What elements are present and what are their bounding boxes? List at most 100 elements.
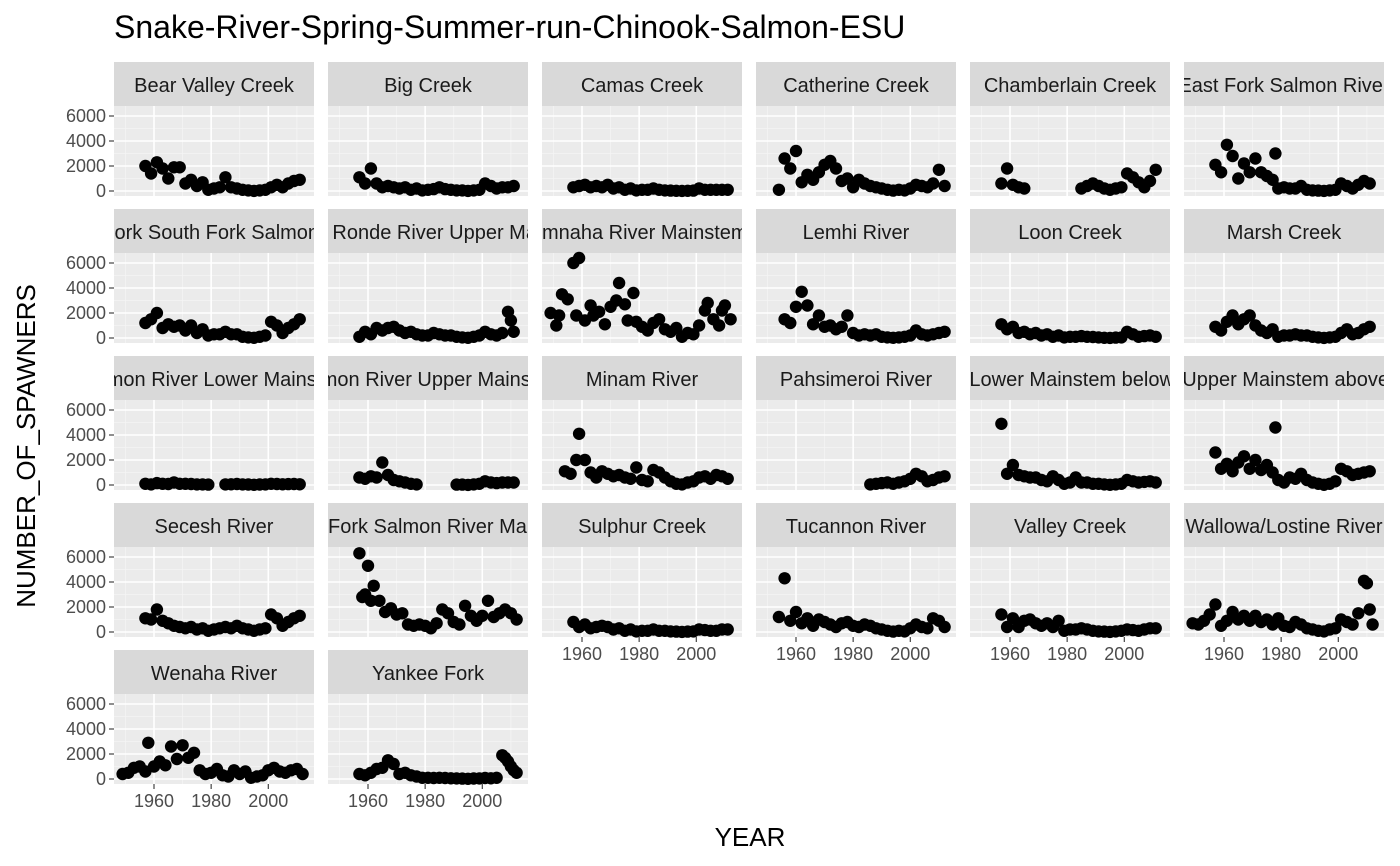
data-point-facet-east-fork-south-fork-salmon-river-27 (293, 313, 306, 326)
data-point-facet-valley-creek-10 (1052, 614, 1065, 627)
x-tick-label: 1960 (1204, 644, 1244, 664)
data-point-facet-yankee-fork-24 (490, 771, 503, 784)
data-point-facet-east-fork-salmon-river-6 (1243, 166, 1256, 179)
data-point-facet-tucannon-river-1 (778, 572, 791, 585)
y-tick-label: 6000 (66, 106, 106, 126)
data-point-facet-salmon-river-lower-mainstem-below-redfish-lake-0 (995, 417, 1008, 430)
x-tick-label: 1980 (405, 791, 445, 811)
chart-title: Snake-River-Spring-Summer-run-Chinook-Sa… (114, 9, 905, 45)
facet-strip (328, 356, 528, 400)
data-point-facet-salmon-river-upper-mainstem-above-redfish-lake-7 (1249, 453, 1262, 467)
y-tick-label: 4000 (66, 572, 106, 592)
data-point-facet-lemhi-river-28 (938, 325, 951, 338)
y-tick-label: 4000 (66, 131, 106, 151)
data-point-facet-imnaha-river-mainstem-30 (692, 319, 706, 332)
facet-strip-label: Camas Creek (581, 75, 704, 97)
y-tick-label: 0 (96, 181, 106, 201)
facet-strip (114, 356, 314, 400)
data-point-facet-imnaha-river-mainstem-12 (598, 318, 612, 331)
facet-strip-label: East Fork Salmon River (1178, 75, 1390, 97)
data-point-facet-south-fork-salmon-river-mainstem-24 (476, 609, 489, 622)
facet-strip (970, 62, 1170, 106)
facet-strip (756, 356, 956, 400)
data-point-facet-imnaha-river-mainstem-4 (561, 293, 574, 306)
data-point-facet-marsh-creek-27 (1363, 320, 1376, 333)
data-point-facet-salmon-river-upper-mainstem-above-redfish-lake-6 (1243, 462, 1256, 475)
facet-strip (970, 356, 1170, 400)
data-point-facet-lemhi-river-1 (784, 316, 797, 330)
data-point-facet-south-fork-salmon-river-mainstem-3 (361, 559, 375, 572)
y-tick-label: 2000 (66, 744, 106, 764)
data-point-facet-grande-ronde-river-upper-mainstem-27 (504, 314, 518, 327)
facet-strip-label: Valley Creek (1014, 516, 1127, 538)
data-point-facet-tucannon-river-2 (784, 614, 797, 627)
data-point-facet-salmon-river-upper-mainstem-above-redfish-lake-28 (1363, 465, 1376, 478)
facet-strip-label: Wallowa/Lostine River (1185, 516, 1382, 538)
y-tick-label: 6000 (66, 253, 106, 273)
x-tick-label: 2000 (1104, 644, 1144, 664)
data-point-facet-east-fork-salmon-river-5 (1237, 157, 1251, 170)
y-tick-label: 2000 (66, 156, 106, 176)
data-point-facet-east-fork-salmon-river-11 (1269, 147, 1282, 160)
data-point-facet-minam-river-29 (721, 472, 734, 485)
x-tick-label: 1960 (348, 791, 388, 811)
data-point-facet-secesh-river-2 (150, 603, 164, 616)
data-point-facet-imnaha-river-mainstem-23 (652, 313, 666, 326)
data-point-facet-bear-valley-creek-27 (293, 173, 306, 186)
facet-east-fork-south-fork-salmon-river: East Fork South Fork Salmon River 0 2000 40… (66, 209, 314, 348)
data-point-facet-pahsimeroi-river-13 (938, 470, 951, 483)
facet-strip-label: Sulphur Creek (578, 516, 707, 538)
y-tick-label: 2000 (66, 450, 106, 470)
data-point-facet-wallowa-lostine-river-3 (1203, 608, 1216, 621)
data-point-facet-imnaha-river-mainstem-9 (584, 299, 597, 312)
x-tick-label: 2000 (1318, 644, 1358, 664)
facet-bear-valley-creek: Bear Valley Creek 0 2000 4000 6000 (66, 62, 314, 201)
data-point-facet-lemhi-river-11 (841, 309, 854, 322)
data-point-facet-catherine-creek-28 (932, 163, 946, 176)
x-tick-label: 1980 (1261, 644, 1301, 664)
data-point-facet-wallowa-lostine-river-32 (1363, 603, 1376, 616)
data-point-facet-salmon-river-lower-mainstem-below-redfish-lake-27 (1149, 476, 1162, 489)
y-tick-label: 4000 (66, 278, 106, 298)
facet-strip-label: Lemhi River (803, 222, 910, 244)
data-point-facet-wallowa-lostine-river-31 (1360, 577, 1374, 590)
data-point-facet-east-fork-salmon-river-7 (1249, 152, 1262, 165)
facet-marsh-creek: Marsh Creek (1184, 209, 1384, 345)
facet-strip (1184, 503, 1384, 547)
data-point-facet-salmon-river-upper-mainstem-10 (410, 478, 423, 491)
data-point-facet-east-fork-south-fork-salmon-river-21 (259, 329, 272, 342)
data-point-facet-bear-valley-creek-1 (144, 167, 158, 180)
data-point-facet-salmon-river-upper-mainstem-above-redfish-lake-22 (1329, 475, 1342, 488)
data-point-facet-imnaha-river-mainstem-1 (550, 319, 563, 332)
data-point-facet-catherine-creek-29 (938, 179, 951, 193)
facet-strip-label: Chamberlain Creek (984, 75, 1157, 97)
data-point-facet-south-fork-salmon-river-mainstem-30 (510, 613, 523, 626)
data-point-facet-minam-river-12 (624, 472, 637, 485)
data-point-facet-salmon-river-lower-mainstem-below-redfish-lake-2 (1006, 458, 1020, 472)
facet-imnaha-river-mainstem: Imnaha River Mainstem (542, 209, 742, 343)
facet-strip-label: Salmon River Lower Mainstem below Redfis… (844, 369, 1296, 391)
facet-strip (114, 650, 314, 694)
facet-wenaha-river: Wenaha River 0 2000 4000 6000 1960 1980 2000 (66, 650, 314, 811)
facet-strip (114, 503, 314, 547)
x-tick-label: 1980 (1047, 644, 1087, 664)
facet-strip (328, 503, 528, 547)
data-point-facet-bear-valley-creek-4 (162, 172, 175, 185)
facet-wallowa-lostine-river: Wallowa/Lostine River 1960 1980 2000 (1184, 503, 1384, 664)
data-point-facet-chamberlain-creek-18 (1149, 163, 1162, 176)
facet-camas-creek: Camas Creek (542, 62, 742, 198)
facet-minam-river: Minam River (542, 356, 742, 491)
facet-strip (328, 62, 528, 106)
x-tick-label: 1980 (619, 644, 659, 664)
y-tick-label: 2000 (66, 597, 106, 617)
data-point-facet-south-fork-salmon-river-mainstem-21 (458, 599, 472, 612)
data-point-facet-marsh-creek-6 (1243, 309, 1256, 322)
data-point-facet-valley-creek-0 (995, 608, 1008, 621)
facet-strip (756, 209, 956, 253)
y-tick-label: 6000 (66, 547, 106, 567)
data-point-facet-chamberlain-creek-1 (1000, 162, 1014, 175)
data-point-facet-east-fork-salmon-river-28 (1363, 177, 1376, 190)
facet-strip-label: Secesh River (155, 516, 274, 538)
data-point-facet-south-fork-salmon-river-mainstem-25 (481, 594, 495, 607)
data-point-facet-imnaha-river-mainstem-2 (552, 309, 566, 322)
